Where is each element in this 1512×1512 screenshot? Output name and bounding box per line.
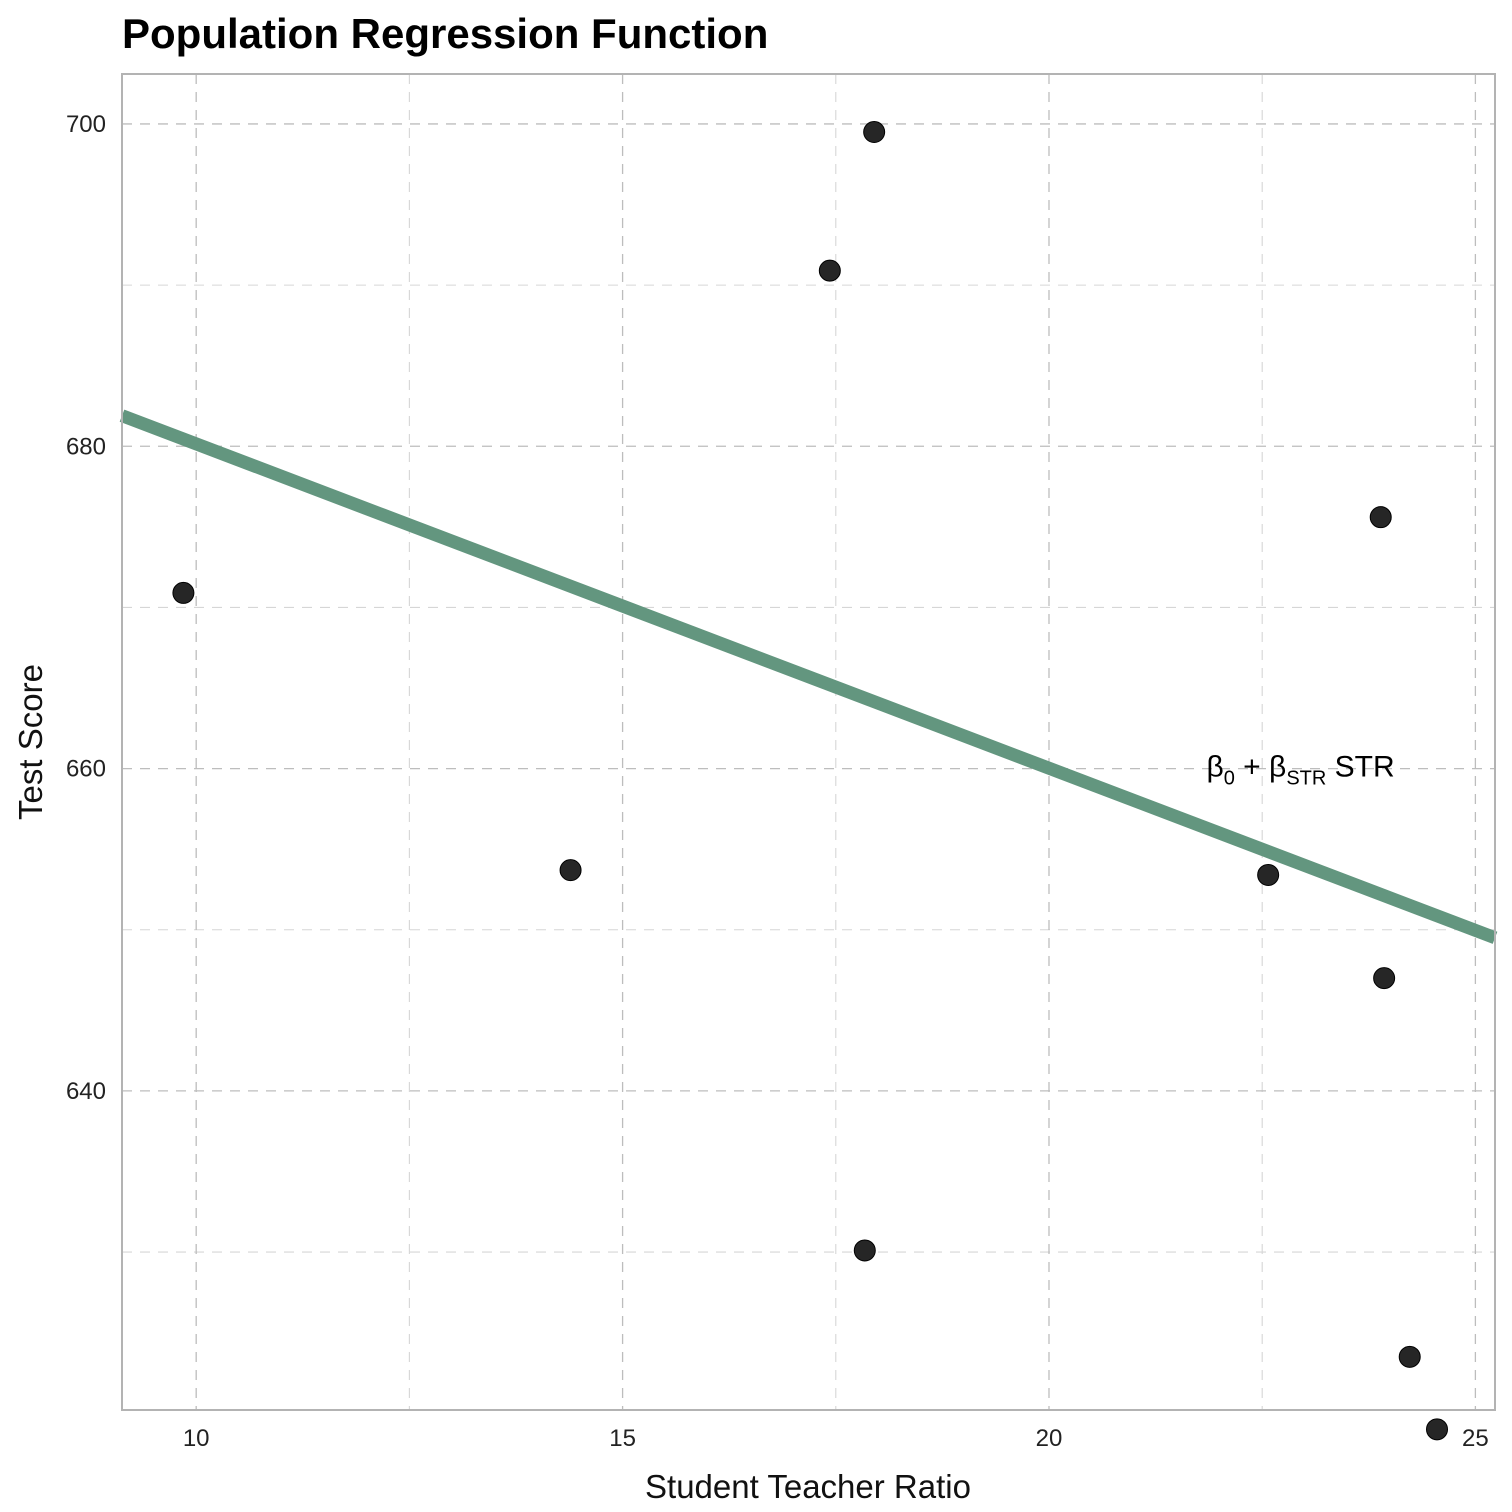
- regression-annotation: β0 + βSTR STR: [1206, 751, 1394, 790]
- data-points: [172, 121, 1449, 1441]
- x-tick-label: 10: [183, 1425, 210, 1452]
- x-axis-label: Student Teacher Ratio: [645, 1468, 971, 1505]
- data-point: [1373, 967, 1396, 990]
- y-tick-label: 660: [66, 756, 106, 783]
- data-point: [863, 121, 886, 144]
- plot-panel-border: [121, 73, 1496, 1411]
- grid-lines: [122, 74, 1495, 1410]
- y-tick-label: 700: [66, 111, 106, 138]
- y-tick-label: 680: [66, 433, 106, 460]
- data-point: [818, 259, 841, 282]
- annotation-plus: +: [1235, 751, 1269, 784]
- annotation-beta-0: β: [1206, 751, 1223, 784]
- data-point: [1426, 1418, 1449, 1441]
- annotation-beta-str: β: [1269, 751, 1286, 784]
- y-axis-ticks: 640 660 680 700: [66, 111, 106, 1105]
- annotation-sub-str: STR: [1286, 768, 1326, 790]
- regression-line-group: [119, 409, 1498, 944]
- data-point: [853, 1239, 876, 1262]
- y-tick-label: 640: [66, 1078, 106, 1105]
- annotation-sub-0: 0: [1224, 768, 1235, 790]
- x-tick-label: 20: [1036, 1425, 1063, 1452]
- chart-title: Population Regression Function: [122, 10, 768, 57]
- regression-line: [119, 409, 1498, 944]
- data-point: [1369, 506, 1392, 529]
- data-point: [559, 859, 582, 882]
- x-axis-ticks: 10 15 20 25: [183, 1425, 1489, 1452]
- data-point: [172, 581, 195, 604]
- annotation-str-text: STR: [1326, 751, 1394, 784]
- data-point: [1257, 863, 1280, 886]
- data-point: [1398, 1345, 1421, 1368]
- y-axis-label: Test Score: [12, 664, 49, 820]
- x-tick-label: 15: [609, 1425, 636, 1452]
- x-tick-label: 25: [1462, 1425, 1489, 1452]
